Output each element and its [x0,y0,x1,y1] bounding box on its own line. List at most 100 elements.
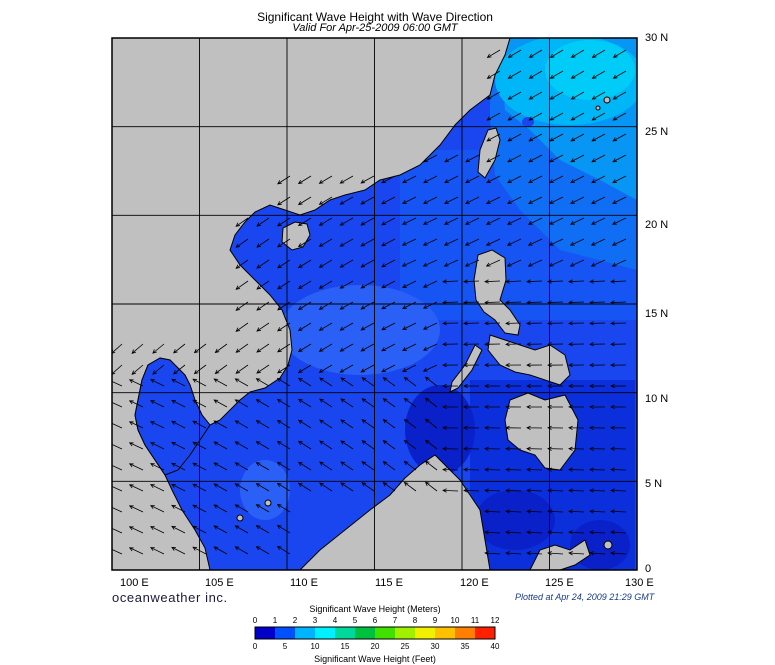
wave-arrow [361,419,375,429]
wave-arrow [213,399,228,408]
wave-arrow [484,363,501,368]
colorbar-swatch [415,627,436,639]
wave-arrow [360,301,375,310]
wave-arrow [548,238,564,246]
wave-arrow [526,321,543,326]
colorbar-feet-tick: 40 [490,642,500,651]
wave-arrow [235,259,249,269]
company-logo: oceanweather inc. [112,590,228,605]
land-palawan [449,344,483,393]
wave-arrow [485,238,501,246]
wave-arrow [549,196,564,204]
wave-arrow [526,404,543,410]
wave-arrow [442,404,459,410]
wave-arrow [547,446,564,451]
wave-arrow [401,259,417,267]
wave-arrow [463,467,480,472]
wave-arrow [255,420,270,429]
map-frame [111,37,638,571]
wave-arrow [401,238,417,246]
land-borneo [299,454,491,570]
wave-arrow [192,441,207,450]
wave-arrow [528,154,543,163]
wave-arrow [570,175,585,184]
wave-arrow [570,112,585,121]
wave-arrow [442,467,459,472]
wave-arrow [128,526,144,534]
wave-arrow [464,238,480,246]
wave-arrow [549,49,564,58]
wave-arrow [276,503,291,513]
wave-arrow [507,154,522,163]
wave-arrow [152,364,165,375]
wave-arrow [505,467,522,472]
wave-arrow [610,509,627,514]
wave-arrow [339,301,354,310]
wave-arrow [192,546,207,555]
wave-arrow [112,463,123,471]
wave-arrow [255,483,270,492]
colorbar-meter-tick: 4 [332,616,338,625]
colorbar-meter-tick: 2 [292,616,298,625]
wave-arrow [361,440,375,450]
wave-arrow [589,363,606,368]
wave-arrow [276,545,291,555]
colorbar-feet-tick: 0 [252,642,258,651]
wave-arrow [484,300,501,305]
wave-arrow [547,279,564,284]
wave-arrow [319,482,333,492]
colorbar-meter-tick: 3 [312,616,318,625]
colorbar-swatch [475,627,496,639]
wave-arrow [192,504,207,513]
wave-arrow [112,484,123,492]
wave-arrow [568,488,585,493]
wave-arrow [277,364,291,374]
plotted-timestamp: Plotted at Apr 24, 2009 21:29 GMT [515,592,655,602]
wave-arrow [442,342,459,347]
wave-arrow [505,551,522,556]
colorbar-meter-tick: 5 [352,616,358,625]
wave-arrow [591,49,606,58]
wave-arrow [547,404,564,410]
wave-arrow [612,154,627,163]
wave-arrow [464,259,480,267]
land-taiwan [477,127,501,179]
wave-arrow [505,488,522,493]
wave-arrow [423,175,438,184]
wave-arrow [297,419,312,429]
colorbar-swatch [355,627,376,639]
wave-arrow [112,421,123,429]
wave-arrow [591,133,606,142]
wave-arrow [256,238,270,248]
wave-arrow [152,343,165,354]
colorbar-meter-tick: 7 [392,616,398,625]
wave-arrow [319,419,333,429]
wave-arrow [112,526,123,534]
wave-arrow [568,446,585,451]
wave-arrow [339,175,354,184]
wave-arrow [277,280,291,290]
wave-arrow [507,70,522,79]
wave-arrow [360,364,375,373]
wave-arrow [610,446,627,451]
wave-arrow [591,112,606,121]
wave-arrow [568,467,585,472]
wave-arrow [424,397,438,408]
colorbar-meter-tick: 0 [252,616,258,625]
wave-arrow [443,259,459,267]
wave-arrow [568,342,585,347]
wave-arrow [277,238,291,248]
wave-arrow [214,343,228,354]
wave-arrow [568,383,585,389]
wave-arrow [589,279,606,284]
wave-arrow [423,154,438,163]
colorbar-swatch [275,627,296,639]
wave-arrow [463,363,480,368]
colorbar-swatch [455,627,476,639]
wave-arrow [484,467,501,472]
wave-arrow [590,217,606,225]
colorbar-meters-label: Significant Wave Height (Meters) [309,604,441,614]
wave-arrow [171,378,186,387]
wave-arrow [612,196,627,204]
wave-arrow [570,133,585,142]
